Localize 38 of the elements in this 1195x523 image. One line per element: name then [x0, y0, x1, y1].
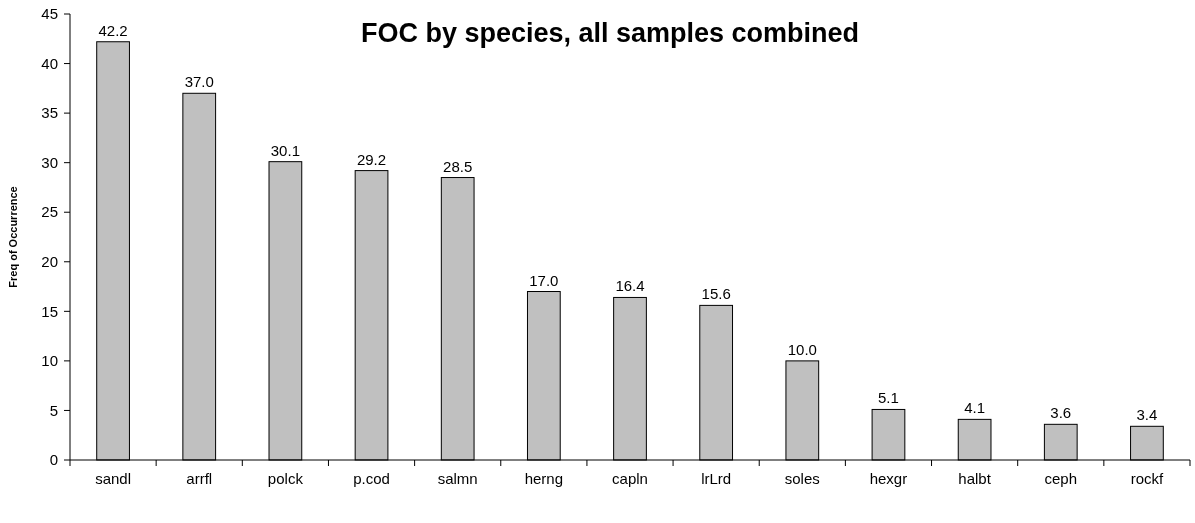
data-label: 4.1 [964, 399, 986, 417]
y-tick-label: 10 [41, 352, 58, 370]
data-label: 3.6 [1050, 404, 1072, 422]
data-label: 28.5 [443, 157, 473, 175]
x-tick-label: polck [267, 470, 304, 487]
x-tick-label: herng [524, 470, 564, 487]
y-tick-label: 35 [41, 104, 58, 122]
x-tick-label: rockf [1130, 470, 1164, 487]
y-tick-label: 20 [41, 253, 58, 271]
y-tick-label: 25 [41, 203, 58, 221]
x-tick-label: salmn [437, 470, 478, 487]
y-tick-label: 0 [49, 451, 58, 469]
data-label: 3.4 [1136, 406, 1158, 424]
y-tick-label: 30 [41, 153, 58, 171]
x-tick-label: soles [784, 470, 820, 487]
chart-title: FOC by species, all samples combined [360, 18, 860, 48]
x-tick-label: arrfl [186, 470, 213, 487]
y-tick-label: 15 [41, 302, 58, 320]
x-tick-label: lrLrd [701, 470, 732, 487]
x-tick-label: capln [612, 470, 648, 487]
data-label: 29.2 [356, 150, 387, 168]
x-tick-label: ceph [1044, 470, 1078, 487]
data-label: 10.0 [787, 340, 817, 358]
data-label: 5.1 [878, 389, 899, 407]
data-label: 15.6 [701, 285, 731, 303]
data-label: 16.4 [615, 277, 645, 295]
data-label: 37.0 [184, 73, 214, 91]
x-tick-label: halbt [958, 470, 992, 487]
data-label: 42.2 [98, 21, 128, 39]
y-tick-label: 45 [41, 5, 58, 23]
data-label: 30.1 [270, 141, 300, 159]
y-axis-title: Freq of Occurrence [7, 186, 19, 288]
x-tick-label: hexgr [869, 470, 908, 487]
x-tick-label: sandl [95, 470, 132, 487]
y-tick-label: 40 [41, 54, 58, 72]
data-label: 17.0 [529, 271, 559, 289]
x-tick-label: p.cod [353, 470, 390, 487]
y-tick-label: 5 [49, 401, 58, 419]
